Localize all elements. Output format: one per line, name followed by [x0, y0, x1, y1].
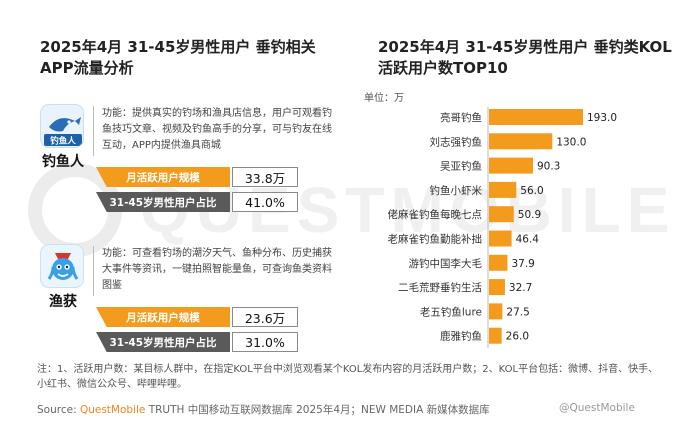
- data-label: 130.0: [556, 136, 586, 148]
- category-label: 鹿雅钓鱼: [440, 330, 482, 343]
- category-label: 亮哥钓鱼: [440, 111, 482, 124]
- data-label: 56.0: [520, 185, 543, 197]
- category-label: 刘志强钓鱼: [430, 135, 483, 148]
- data-label: 32.7: [509, 282, 532, 294]
- category-label: 老麻雀钓鱼勤能补拙: [388, 233, 483, 246]
- unit-label: 单位：万: [364, 91, 404, 104]
- bar: [489, 109, 583, 125]
- footnote: 注：1、活跃用户数：某目标人群中，在指定KOL平台中浏览观看某个KOL发布内容的…: [37, 364, 659, 390]
- metric-value-mau: 33.8万: [232, 167, 298, 187]
- app-name-yuhuo: 渔获: [49, 294, 77, 310]
- metric-value-male-share: 41.0%: [232, 192, 298, 212]
- category-label: 游钓中国李大毛: [409, 257, 483, 270]
- bar: [489, 133, 553, 150]
- metric-label-mau: 月活跃用户规模: [96, 167, 230, 187]
- metric-label-mau: 月活跃用户规模: [96, 307, 230, 327]
- category-label: 钓鱼小虾米: [430, 184, 483, 197]
- data-label: 193.0: [587, 112, 617, 124]
- bar: [489, 157, 533, 174]
- app-description: 功能：提供真实的钓场和渔具店信息，用户可观看钓鱼技巧文章、视频及钓鱼高手的分享，…: [93, 106, 333, 156]
- data-label: 50.9: [518, 209, 541, 221]
- diaoyuren-app-icon: 钓鱼人: [40, 104, 84, 148]
- metric-label-male-share: 31-45岁男性用户占比: [96, 332, 230, 352]
- category-label: 二毛荒野垂钓生活: [398, 281, 482, 294]
- source-line: Source: QuestMobile TRUTH 中国移动互联网数据库 202…: [37, 402, 677, 417]
- bar: [489, 181, 517, 198]
- data-label: 27.5: [506, 306, 529, 318]
- bar: [489, 206, 514, 223]
- category-label: 老五钓鱼lure: [420, 305, 482, 318]
- svg-text:钓鱼人: 钓鱼人: [50, 136, 76, 147]
- data-label: 46.4: [516, 234, 540, 246]
- bar: [489, 279, 505, 296]
- metric-value-mau: 23.6万: [232, 307, 298, 327]
- data-label: 37.9: [511, 258, 534, 270]
- metric-value-male-share: 31.0%: [232, 332, 298, 352]
- source-rest: TRUTH 中国移动互联网数据库 2025年4月；NEW MEDIA 新媒体数据…: [145, 404, 490, 416]
- source-brand: QuestMobile: [79, 404, 146, 416]
- bar: [489, 303, 503, 320]
- source-prefix: Source:: [37, 404, 80, 416]
- metric-label-male-share: 31-45岁男性用户占比: [96, 192, 230, 212]
- chart-title: 2025年4月 31-45岁男性用户 垂钓类KOL活跃用户数TOP10: [378, 38, 672, 77]
- data-label: 90.3: [537, 161, 560, 173]
- bar: [489, 327, 502, 344]
- app-name-diaoyuren: 钓鱼人: [42, 154, 84, 170]
- data-label: 26.0: [506, 331, 529, 343]
- bar: [489, 230, 512, 247]
- category-label: 吴亚钓鱼: [440, 160, 482, 173]
- yuhuo-app-icon: [40, 244, 84, 288]
- bar: [489, 254, 508, 271]
- category-label: 佬麻雀钓鱼每晚七点: [388, 208, 483, 221]
- app-description: 功能：可查看钓场的潮汐天气、鱼种分布、历史捕获大事件等资讯，一键拍照智能量鱼，可…: [93, 246, 333, 296]
- source-credit: @QuestMobile: [559, 402, 635, 414]
- left-panel-title: 2025年4月 31-45岁男性用户 垂钓相关APP流量分析: [40, 38, 316, 77]
